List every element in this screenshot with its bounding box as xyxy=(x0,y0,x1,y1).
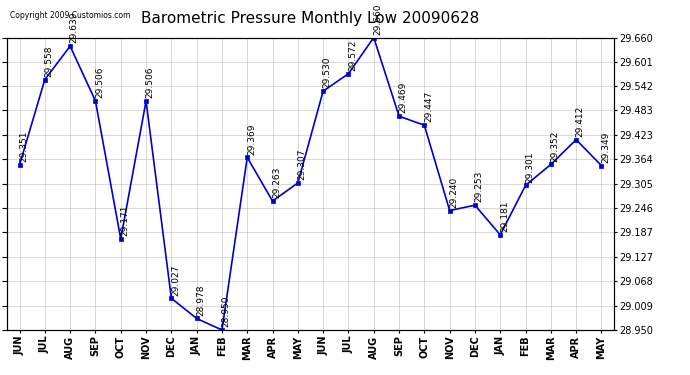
Text: 29.412: 29.412 xyxy=(576,106,585,137)
Text: 29.253: 29.253 xyxy=(475,171,484,202)
Text: 29.506: 29.506 xyxy=(95,67,104,98)
Text: 29.660: 29.660 xyxy=(373,3,382,35)
Text: 29.558: 29.558 xyxy=(45,45,54,77)
Text: 29.352: 29.352 xyxy=(551,130,560,162)
Text: 29.447: 29.447 xyxy=(424,91,433,123)
Text: 29.639: 29.639 xyxy=(70,12,79,44)
Text: Barometric Pressure Monthly Low 20090628: Barometric Pressure Monthly Low 20090628 xyxy=(141,11,480,26)
Text: 29.530: 29.530 xyxy=(323,57,332,88)
Text: 29.469: 29.469 xyxy=(399,82,408,113)
Text: 29.572: 29.572 xyxy=(348,40,357,71)
Text: 29.307: 29.307 xyxy=(297,148,306,180)
Text: 29.349: 29.349 xyxy=(601,132,610,163)
Text: 29.351: 29.351 xyxy=(19,130,28,162)
Text: 29.027: 29.027 xyxy=(171,264,180,296)
Text: Copyright 2009 Customios.com: Copyright 2009 Customios.com xyxy=(10,11,130,20)
Text: 29.240: 29.240 xyxy=(449,177,458,208)
Text: 28.978: 28.978 xyxy=(197,284,206,316)
Text: 29.301: 29.301 xyxy=(525,151,534,183)
Text: 29.181: 29.181 xyxy=(500,201,509,232)
Text: 28.950: 28.950 xyxy=(221,296,230,327)
Text: 29.506: 29.506 xyxy=(146,67,155,98)
Text: 29.263: 29.263 xyxy=(273,167,282,198)
Text: 29.171: 29.171 xyxy=(121,205,130,236)
Text: 29.369: 29.369 xyxy=(247,123,256,154)
